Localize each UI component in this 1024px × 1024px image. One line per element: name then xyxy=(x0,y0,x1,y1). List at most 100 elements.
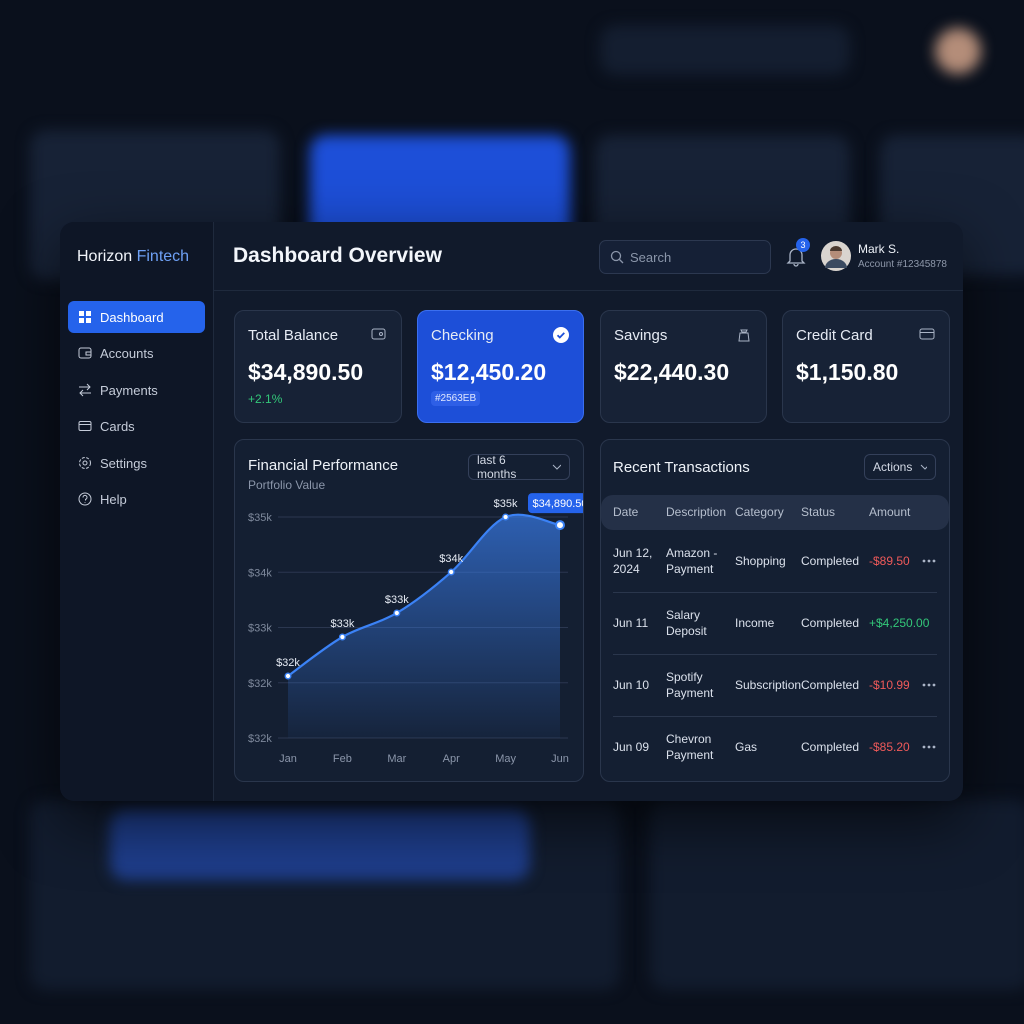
table-cell: Jun 11 xyxy=(613,616,649,630)
row-menu[interactable] xyxy=(922,683,936,687)
nav-item[interactable]: Payments xyxy=(68,374,205,406)
brand-name: Horizon xyxy=(77,248,133,265)
x-tick-label: May xyxy=(495,753,516,765)
nav-item[interactable]: Help xyxy=(68,483,205,515)
point xyxy=(393,609,401,617)
table-cell: Spotify Payment xyxy=(666,670,714,700)
balance-card[interactable]: Savings $22,440.30 xyxy=(600,310,767,423)
actions-button[interactable]: Actions xyxy=(864,454,936,480)
card-label: Total Balance xyxy=(248,327,339,344)
table-cell: -$89.50 xyxy=(869,554,910,568)
value-label: $32k xyxy=(276,657,300,669)
icon xyxy=(78,347,92,359)
nav-item[interactable]: Settings xyxy=(68,447,205,479)
search-box[interactable]: Search xyxy=(599,240,771,274)
divider xyxy=(213,290,963,291)
row-divider xyxy=(613,592,937,593)
x-tick-label: Jun xyxy=(551,753,569,765)
table-cell: Jun 12, 2024 xyxy=(613,546,653,576)
bg-search xyxy=(600,25,850,75)
chart-subtitle: Portfolio Value xyxy=(248,478,326,492)
point xyxy=(502,513,510,521)
row-divider xyxy=(613,716,937,717)
nav-item[interactable]: Accounts xyxy=(68,337,205,369)
table-cell: Jun 10 xyxy=(613,678,650,692)
table-cell: +$4,250.00 xyxy=(869,616,930,630)
y-tick-label: $32k xyxy=(248,733,272,745)
x-tick-label: Jan xyxy=(279,753,297,765)
y-tick-label: $32k xyxy=(248,678,272,690)
column-header: Amount xyxy=(869,505,911,519)
table-cell: Completed xyxy=(801,740,860,754)
nav-label: Help xyxy=(100,491,127,507)
chart-panel: $35k $34k $33k $32k $32k $32k $33k $33k $34k $35k… xyxy=(234,439,584,782)
check-icon xyxy=(553,327,569,343)
icon xyxy=(78,421,92,431)
card-label: Checking xyxy=(431,327,494,344)
value-label: $35k xyxy=(494,498,518,510)
y-tick-label: $33k xyxy=(248,623,272,635)
icon xyxy=(79,383,91,397)
nav-label: Cards xyxy=(100,418,135,434)
point xyxy=(284,672,292,680)
row-menu[interactable] xyxy=(922,559,936,563)
bg-area xyxy=(110,810,530,880)
nav-item[interactable]: Dashboard xyxy=(68,301,205,333)
icon xyxy=(610,250,624,264)
area xyxy=(288,514,560,738)
transactions-title: Recent Transactions xyxy=(613,459,750,476)
avatar xyxy=(821,241,851,271)
balance-card[interactable]: Checking $12,450.20 #2563EB xyxy=(417,310,584,423)
column-header: Description xyxy=(666,505,727,519)
table-cell: Shopping xyxy=(735,554,786,568)
y-tick-label: $34k xyxy=(248,567,272,579)
card-value: $34,890.50 xyxy=(248,359,364,385)
card-label: Credit Card xyxy=(796,327,873,344)
nav-item[interactable]: Cards xyxy=(68,410,205,442)
search-placeholder: Search xyxy=(630,249,672,265)
range-label: last 6 months xyxy=(477,453,517,481)
range-dropdown[interactable]: last 6 months xyxy=(468,453,570,481)
table-cell: Salary Deposit xyxy=(666,608,707,638)
value-label-pill xyxy=(528,493,583,514)
nav-label: Payments xyxy=(100,382,158,398)
table-cell: Gas xyxy=(735,740,758,754)
column-header: Status xyxy=(801,505,836,519)
chevron xyxy=(552,464,561,470)
table-header xyxy=(601,495,949,530)
table-cell: -$10.99 xyxy=(869,678,910,692)
row-menu[interactable] xyxy=(922,745,936,749)
x-tick-label: Feb xyxy=(333,753,352,765)
nav-label: Settings xyxy=(100,455,147,471)
icon xyxy=(78,492,92,506)
table-cell: Subscription xyxy=(735,678,802,692)
chart: $35k $34k $33k $32k $32k $32k $33k $33k $34k $35k… xyxy=(248,493,583,765)
value-label: $34,890.50 xyxy=(532,498,583,510)
brand-accent: Fintech xyxy=(136,248,190,265)
y-tick-label: $35k xyxy=(248,512,272,524)
x-tick-label: Mar xyxy=(387,753,406,765)
notification-badge: 3 xyxy=(796,238,810,252)
table-cell: Completed xyxy=(801,616,860,630)
bg-panel xyxy=(650,800,1024,990)
brand: Horizon Fintech xyxy=(77,248,189,266)
card-value: $1,150.80 xyxy=(796,359,899,385)
column-header: Category xyxy=(735,505,784,519)
table-cell: Completed xyxy=(801,554,860,568)
point xyxy=(447,568,455,576)
table-cell: Completed xyxy=(801,678,860,692)
chart-title: Financial Performance xyxy=(248,457,399,474)
point xyxy=(338,633,346,641)
actions-label: Actions xyxy=(873,460,913,474)
icon xyxy=(371,328,386,340)
balance-card[interactable]: Total Balance $34,890.50 +2.1% xyxy=(234,310,402,423)
balance-card[interactable]: Credit Card $1,150.80 xyxy=(782,310,950,423)
row-divider xyxy=(613,654,937,655)
bg-avatar xyxy=(935,28,981,74)
card-label: Savings xyxy=(614,327,668,344)
icon xyxy=(738,329,750,342)
page-title: Dashboard Overview xyxy=(233,244,442,267)
sidebar: Horizon Fintech Dashboard Accounts Payme… xyxy=(60,222,214,801)
column-header: Date xyxy=(613,505,639,519)
